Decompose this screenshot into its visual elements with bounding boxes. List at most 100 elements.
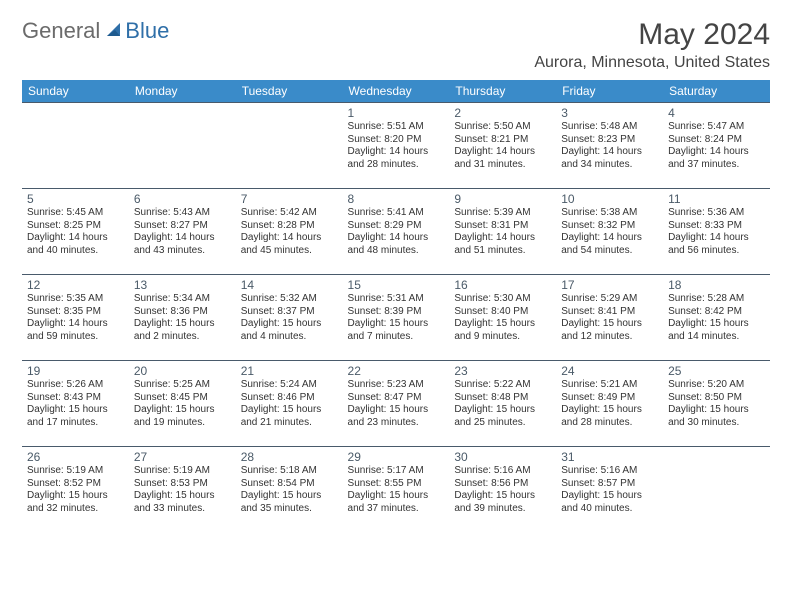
- day-d1: Daylight: 15 hours: [348, 490, 445, 503]
- day-d2: and 43 minutes.: [134, 245, 231, 258]
- day-d2: and 25 minutes.: [454, 417, 551, 430]
- logo: General Blue: [22, 18, 169, 44]
- day-cell: 25Sunrise: 5:20 AMSunset: 8:50 PMDayligh…: [663, 361, 770, 447]
- day-cell: 22Sunrise: 5:23 AMSunset: 8:47 PMDayligh…: [343, 361, 450, 447]
- day-cell: 16Sunrise: 5:30 AMSunset: 8:40 PMDayligh…: [449, 275, 556, 361]
- day-sr: Sunrise: 5:17 AM: [348, 465, 445, 478]
- day-number: 7: [241, 192, 338, 206]
- day-cell: 5Sunrise: 5:45 AMSunset: 8:25 PMDaylight…: [22, 189, 129, 275]
- day-d1: Daylight: 14 hours: [241, 232, 338, 245]
- day-d2: and 12 minutes.: [561, 331, 658, 344]
- day-d1: Daylight: 14 hours: [668, 232, 765, 245]
- day-cell: 28Sunrise: 5:18 AMSunset: 8:54 PMDayligh…: [236, 447, 343, 533]
- day-cell: 20Sunrise: 5:25 AMSunset: 8:45 PMDayligh…: [129, 361, 236, 447]
- day-number: 29: [348, 450, 445, 464]
- day-number: 16: [454, 278, 551, 292]
- day-sr: Sunrise: 5:42 AM: [241, 207, 338, 220]
- day-number: 4: [668, 106, 765, 120]
- day-cell: 13Sunrise: 5:34 AMSunset: 8:36 PMDayligh…: [129, 275, 236, 361]
- day-ss: Sunset: 8:57 PM: [561, 478, 658, 491]
- day-d1: Daylight: 14 hours: [561, 232, 658, 245]
- day-d1: Daylight: 15 hours: [348, 318, 445, 331]
- day-d1: Daylight: 14 hours: [454, 146, 551, 159]
- day-sr: Sunrise: 5:25 AM: [134, 379, 231, 392]
- day-d2: and 33 minutes.: [134, 503, 231, 516]
- day-sr: Sunrise: 5:36 AM: [668, 207, 765, 220]
- week-row: 1Sunrise: 5:51 AMSunset: 8:20 PMDaylight…: [22, 103, 770, 189]
- day-number: 12: [27, 278, 124, 292]
- day-sr: Sunrise: 5:32 AM: [241, 293, 338, 306]
- day-ss: Sunset: 8:41 PM: [561, 306, 658, 319]
- day-d2: and 4 minutes.: [241, 331, 338, 344]
- day-d2: and 28 minutes.: [348, 159, 445, 172]
- days-of-week-row: Sunday Monday Tuesday Wednesday Thursday…: [22, 80, 770, 103]
- logo-text-blue: Blue: [125, 18, 169, 44]
- day-number: 28: [241, 450, 338, 464]
- day-d2: and 9 minutes.: [454, 331, 551, 344]
- day-d1: Daylight: 15 hours: [241, 404, 338, 417]
- day-d2: and 31 minutes.: [454, 159, 551, 172]
- day-sr: Sunrise: 5:23 AM: [348, 379, 445, 392]
- day-d2: and 51 minutes.: [454, 245, 551, 258]
- day-cell: 23Sunrise: 5:22 AMSunset: 8:48 PMDayligh…: [449, 361, 556, 447]
- day-number: 24: [561, 364, 658, 378]
- day-number: 10: [561, 192, 658, 206]
- day-ss: Sunset: 8:32 PM: [561, 220, 658, 233]
- day-sr: Sunrise: 5:38 AM: [561, 207, 658, 220]
- day-cell: 30Sunrise: 5:16 AMSunset: 8:56 PMDayligh…: [449, 447, 556, 533]
- day-ss: Sunset: 8:31 PM: [454, 220, 551, 233]
- day-cell: [129, 103, 236, 189]
- dow-mon: Monday: [129, 80, 236, 103]
- day-d1: Daylight: 15 hours: [454, 404, 551, 417]
- day-ss: Sunset: 8:21 PM: [454, 134, 551, 147]
- day-ss: Sunset: 8:36 PM: [134, 306, 231, 319]
- day-ss: Sunset: 8:54 PM: [241, 478, 338, 491]
- day-sr: Sunrise: 5:51 AM: [348, 121, 445, 134]
- day-ss: Sunset: 8:52 PM: [27, 478, 124, 491]
- day-d1: Daylight: 14 hours: [454, 232, 551, 245]
- sail-icon: [105, 21, 123, 42]
- day-sr: Sunrise: 5:41 AM: [348, 207, 445, 220]
- day-ss: Sunset: 8:20 PM: [348, 134, 445, 147]
- day-cell: 15Sunrise: 5:31 AMSunset: 8:39 PMDayligh…: [343, 275, 450, 361]
- week-row: 5Sunrise: 5:45 AMSunset: 8:25 PMDaylight…: [22, 189, 770, 275]
- logo-text-general: General: [22, 18, 100, 44]
- day-d2: and 21 minutes.: [241, 417, 338, 430]
- day-cell: 29Sunrise: 5:17 AMSunset: 8:55 PMDayligh…: [343, 447, 450, 533]
- day-sr: Sunrise: 5:18 AM: [241, 465, 338, 478]
- day-sr: Sunrise: 5:39 AM: [454, 207, 551, 220]
- day-d1: Daylight: 14 hours: [134, 232, 231, 245]
- day-d2: and 40 minutes.: [561, 503, 658, 516]
- day-number: 17: [561, 278, 658, 292]
- day-ss: Sunset: 8:47 PM: [348, 392, 445, 405]
- day-d1: Daylight: 15 hours: [134, 404, 231, 417]
- day-ss: Sunset: 8:24 PM: [668, 134, 765, 147]
- dow-sun: Sunday: [22, 80, 129, 103]
- day-number: 8: [348, 192, 445, 206]
- day-d2: and 14 minutes.: [668, 331, 765, 344]
- day-d1: Daylight: 15 hours: [348, 404, 445, 417]
- day-ss: Sunset: 8:48 PM: [454, 392, 551, 405]
- day-ss: Sunset: 8:25 PM: [27, 220, 124, 233]
- day-sr: Sunrise: 5:43 AM: [134, 207, 231, 220]
- day-d2: and 30 minutes.: [668, 417, 765, 430]
- title-block: May 2024 Aurora, Minnesota, United State…: [534, 18, 770, 72]
- day-sr: Sunrise: 5:22 AM: [454, 379, 551, 392]
- day-number: 20: [134, 364, 231, 378]
- day-cell: 24Sunrise: 5:21 AMSunset: 8:49 PMDayligh…: [556, 361, 663, 447]
- day-d1: Daylight: 14 hours: [561, 146, 658, 159]
- day-d2: and 59 minutes.: [27, 331, 124, 344]
- month-title: May 2024: [534, 18, 770, 52]
- day-sr: Sunrise: 5:26 AM: [27, 379, 124, 392]
- header: General Blue May 2024 Aurora, Minnesota,…: [22, 18, 770, 72]
- day-cell: 12Sunrise: 5:35 AMSunset: 8:35 PMDayligh…: [22, 275, 129, 361]
- week-row: 12Sunrise: 5:35 AMSunset: 8:35 PMDayligh…: [22, 275, 770, 361]
- day-cell: 21Sunrise: 5:24 AMSunset: 8:46 PMDayligh…: [236, 361, 343, 447]
- day-cell: 11Sunrise: 5:36 AMSunset: 8:33 PMDayligh…: [663, 189, 770, 275]
- day-cell: 4Sunrise: 5:47 AMSunset: 8:24 PMDaylight…: [663, 103, 770, 189]
- day-d1: Daylight: 15 hours: [134, 318, 231, 331]
- day-sr: Sunrise: 5:50 AM: [454, 121, 551, 134]
- day-number: 13: [134, 278, 231, 292]
- dow-thu: Thursday: [449, 80, 556, 103]
- day-sr: Sunrise: 5:45 AM: [27, 207, 124, 220]
